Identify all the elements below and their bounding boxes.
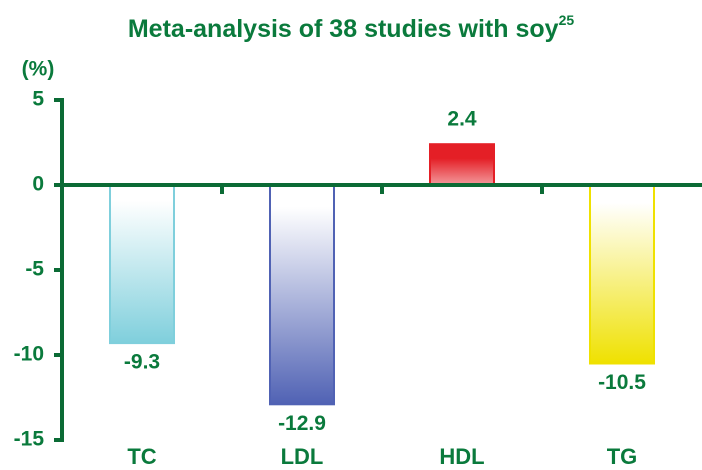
y-tick-label: -10 — [14, 343, 44, 366]
x-tick-label: LDL — [281, 444, 324, 469]
y-tick-label: 0 — [32, 173, 44, 196]
title-superscript: 25 — [559, 12, 575, 28]
y-tick-label: -5 — [25, 258, 44, 281]
y-tick-label: 5 — [32, 88, 44, 111]
y-axis-label: (%) — [22, 58, 55, 81]
title-text: Meta-analysis of 38 studies with soy — [128, 15, 559, 43]
bar — [109, 184, 175, 345]
data-label: -9.3 — [124, 351, 160, 374]
bar — [429, 143, 495, 186]
x-tick-label: TG — [607, 444, 638, 469]
bar — [269, 184, 335, 406]
y-tick-label: -15 — [14, 428, 45, 451]
bar — [589, 184, 655, 365]
data-label: -12.9 — [278, 412, 326, 435]
data-label: -10.5 — [598, 371, 646, 394]
data-label: 2.4 — [447, 108, 477, 131]
chart-title: Meta-analysis of 38 studies with soy25 — [128, 12, 574, 43]
x-tick-label: HDL — [439, 444, 484, 469]
x-tick-label: TC — [127, 444, 156, 469]
